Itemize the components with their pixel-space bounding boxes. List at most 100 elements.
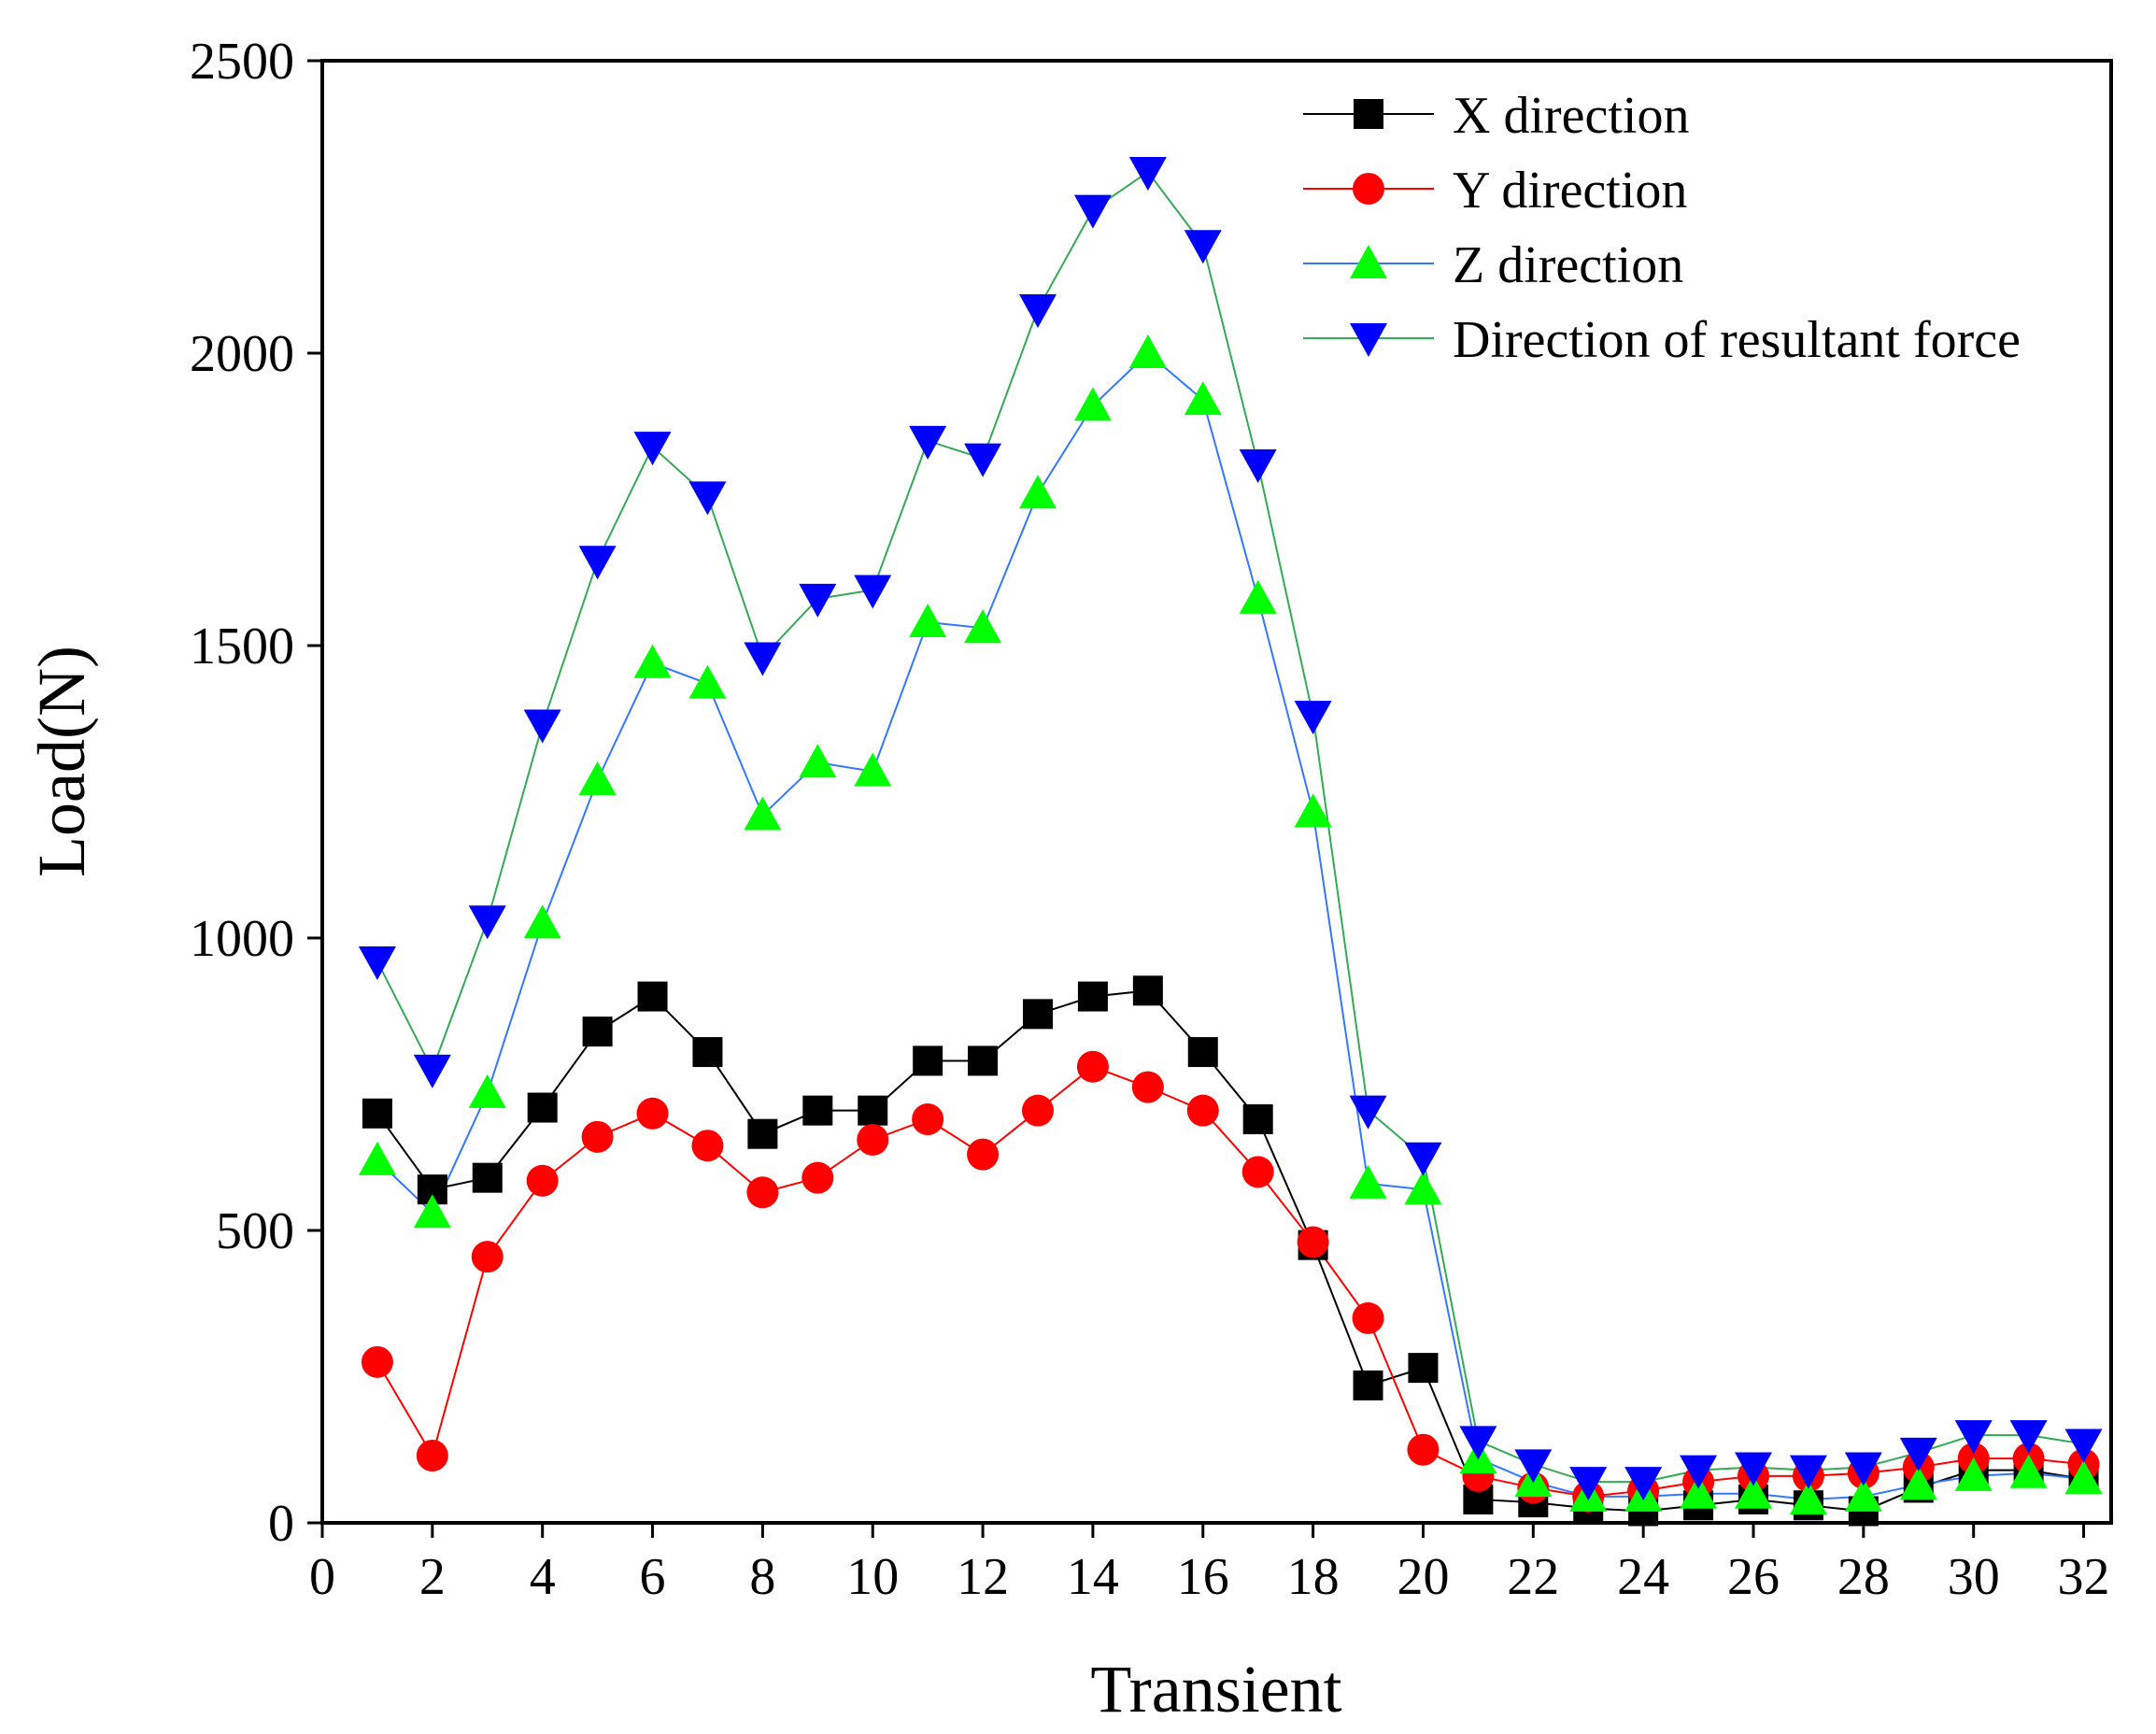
y-tick-label: 2000 [190,325,294,383]
data-point-s2-7 [688,664,727,699]
data-point-s2-1 [358,1141,396,1175]
data-point-s1-5 [581,1120,614,1153]
x-tick-label: 8 [749,1548,775,1606]
data-point-s1-3 [471,1241,504,1273]
legend-marker-2 [1350,245,1387,278]
data-point-s3-26 [1735,1452,1772,1486]
data-point-s3-11 [909,425,947,460]
data-point-s2-25 [1680,1474,1718,1509]
data-point-s3-15 [1128,156,1167,191]
data-point-s3-13 [1019,294,1057,329]
x-tick-label: 14 [1067,1548,1119,1606]
plot-area [320,59,2113,1525]
data-point-s2-30 [1954,1457,1993,1491]
data-point-s2-26 [1735,1474,1772,1509]
x-axis: 0 2 4 6 8 10 12 14 16 18 20 22 24 26 28 30 32 [309,1523,2110,1606]
data-point-s1-19 [1352,1301,1384,1334]
data-point-s1-8 [746,1176,779,1209]
data-point-s0-1 [362,1098,392,1129]
legend-label-2: Z direction [1453,236,1683,294]
data-point-s0-19 [1353,1370,1383,1400]
data-point-s0-17 [1242,1104,1273,1135]
data-point-s0-3 [472,1162,503,1193]
data-point-s3-24 [1624,1467,1663,1501]
x-tick-label: 18 [1287,1548,1340,1606]
data-point-s2-31 [2009,1454,2048,1488]
y-tick-label: 1500 [190,618,294,675]
data-point-s3-17 [1239,448,1277,483]
x-tick-label: 26 [1727,1548,1780,1606]
data-point-s2-9 [799,744,837,778]
legend-marker-1 [1353,173,1384,205]
data-point-s1-1 [361,1345,393,1378]
data-point-s1-15 [1131,1071,1164,1103]
data-point-s1-18 [1297,1226,1329,1258]
data-point-s2-6 [633,644,672,678]
data-point-s0-10 [858,1095,888,1126]
x-tick-label: 16 [1177,1548,1229,1606]
data-point-s3-14 [1073,194,1112,229]
data-point-s3-30 [1954,1420,1993,1455]
data-point-s2-18 [1294,793,1332,828]
data-point-s2-20 [1404,1171,1442,1205]
x-tick-label: 12 [957,1548,1009,1606]
data-point-s3-5 [578,546,617,580]
data-point-s3-2 [413,1054,451,1088]
data-point-s0-8 [747,1118,778,1149]
data-point-s1-20 [1407,1433,1440,1466]
x-tick-label: 6 [640,1548,666,1606]
legend-marker-0 [1354,99,1383,129]
legend-label-0: X direction [1453,87,1689,145]
x-tick-label: 10 [846,1548,899,1606]
x-axis-title: Transient [1090,1652,1341,1727]
data-point-s3-10 [854,575,892,609]
data-point-s3-29 [1899,1437,1937,1471]
data-point-s0-4 [527,1092,558,1123]
data-point-s2-17 [1239,579,1277,614]
series-markers [358,156,2103,1527]
data-point-s0-14 [1077,981,1108,1012]
x-tick-label: 2 [419,1548,446,1606]
data-point-s0-12 [968,1045,999,1076]
data-point-s2-12 [964,609,1002,644]
data-point-s2-13 [1019,475,1057,509]
y-tick-label: 1000 [190,910,294,968]
data-point-s1-16 [1186,1094,1219,1127]
data-point-s2-28 [1844,1477,1882,1512]
data-point-s3-6 [633,432,672,466]
data-point-s2-15 [1128,334,1167,368]
data-point-s3-12 [964,443,1002,477]
data-point-s2-2 [413,1194,451,1229]
data-point-s1-10 [857,1123,889,1156]
data-point-s1-12 [967,1138,1000,1171]
data-point-s2-11 [909,603,947,637]
legend-label-3: Direction of resultant force [1453,311,2021,369]
data-point-s2-29 [1899,1466,1937,1500]
data-point-s0-16 [1187,1037,1218,1068]
data-point-s1-2 [416,1440,448,1472]
data-point-s0-15 [1132,975,1163,1006]
data-point-s2-5 [578,760,617,795]
x-tick-label: 22 [1507,1548,1559,1606]
legend-label-1: Y direction [1453,162,1687,220]
data-point-s3-16 [1184,230,1222,264]
data-point-s3-4 [523,709,561,744]
data-point-s1-13 [1022,1094,1054,1127]
data-point-s3-3 [468,905,506,940]
y-tick-label: 2500 [190,33,294,91]
data-point-s3-19 [1349,1095,1387,1130]
data-point-s1-7 [691,1130,724,1162]
data-point-s2-8 [744,796,782,831]
x-tick-label: 32 [2058,1548,2110,1606]
x-tick-label: 0 [309,1548,335,1606]
data-point-s3-18 [1294,701,1332,735]
data-point-s3-23 [1569,1467,1608,1501]
data-point-s1-11 [912,1103,944,1136]
x-tick-label: 20 [1397,1548,1449,1606]
data-point-s2-14 [1073,387,1112,421]
data-point-s3-9 [799,583,837,618]
data-point-s3-21 [1459,1426,1497,1460]
data-point-s2-4 [523,904,561,939]
legend: X direction Y direction Z direction Directi… [1303,87,2021,369]
